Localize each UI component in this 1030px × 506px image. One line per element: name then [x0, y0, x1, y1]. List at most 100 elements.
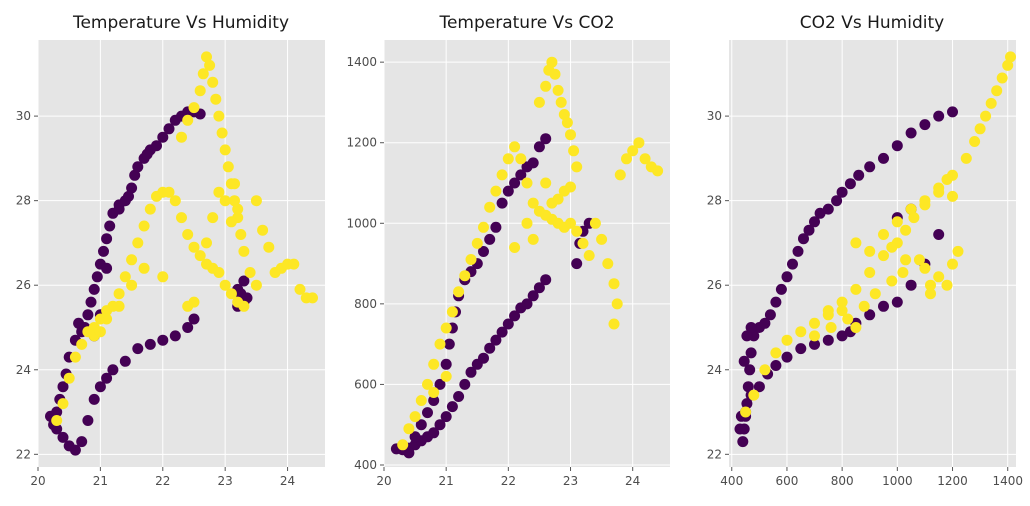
scatter-point — [639, 153, 651, 165]
y-tick-label: 24 — [16, 363, 31, 377]
scatter-point — [571, 161, 583, 173]
scatter-point — [169, 195, 181, 207]
scatter-point — [596, 233, 608, 245]
scatter-point — [257, 224, 269, 236]
x-tick-label: 23 — [563, 474, 578, 488]
scatter-point — [434, 338, 446, 350]
scatter-point — [869, 288, 881, 300]
scatter-point — [527, 233, 539, 245]
scatter-point — [204, 59, 216, 71]
scatter-point — [933, 182, 945, 194]
scatter-point — [176, 212, 187, 224]
scatter-point — [194, 250, 206, 262]
scatter-point — [113, 300, 125, 312]
scatter-point — [496, 197, 508, 209]
scatter-point — [555, 96, 567, 108]
scatter-point — [104, 220, 116, 232]
y-tick-label: 24 — [707, 363, 722, 377]
scatter-point — [126, 182, 138, 194]
scatter-point — [490, 221, 502, 233]
scatter-point — [182, 114, 194, 126]
scatter-point — [453, 286, 465, 298]
scatter-point — [250, 279, 262, 291]
y-tick-label: 1200 — [346, 136, 377, 150]
scatter-point — [57, 398, 69, 410]
x-tick-label: 800 — [831, 474, 854, 488]
scatter-point — [919, 262, 931, 274]
scatter-point — [197, 68, 209, 80]
scatter-point — [583, 250, 595, 261]
scatter-point — [741, 330, 753, 342]
scatter-point — [478, 352, 489, 364]
scatter-point — [969, 136, 981, 147]
scatter-point — [933, 229, 945, 240]
scatter-point — [101, 233, 113, 245]
scatter-point — [960, 152, 972, 164]
scatter-point — [577, 237, 589, 249]
scatter-point — [201, 237, 212, 249]
scatter-point — [602, 258, 614, 270]
scatter-point — [434, 378, 446, 390]
y-tick-label: 22 — [16, 447, 31, 461]
scatter-point — [440, 358, 452, 370]
scatter-point — [428, 387, 440, 398]
scatter-point — [244, 267, 256, 278]
y-tick-label: 30 — [16, 109, 31, 123]
scatter-point — [222, 161, 234, 173]
scatter-point — [614, 169, 626, 181]
scatter-point — [897, 267, 909, 278]
scatter-point — [484, 233, 496, 245]
scatter-point — [415, 395, 427, 406]
scatter-point — [770, 360, 782, 371]
scatter-point — [88, 283, 100, 295]
scatter-point — [403, 423, 415, 435]
x-tick-label: 600 — [775, 474, 798, 488]
scatter-point — [925, 279, 936, 291]
scatter-point — [552, 193, 564, 205]
scatter-point — [250, 195, 262, 207]
scatter-point — [759, 317, 771, 329]
scatter-point — [947, 258, 958, 270]
scatter-point — [213, 110, 225, 122]
scatter-point — [129, 169, 141, 181]
scatter-point — [589, 217, 601, 229]
y-tick-label: 30 — [707, 109, 722, 123]
scatter-point — [546, 56, 558, 68]
scatter-point — [132, 237, 144, 249]
y-tick-label: 22 — [707, 447, 722, 461]
scatter-point — [509, 177, 521, 189]
scatter-point — [745, 347, 757, 359]
scatter-point — [397, 439, 409, 451]
y-tick-label: 28 — [707, 194, 722, 208]
scatter-point — [952, 245, 964, 257]
scatter-point — [434, 419, 446, 431]
scatter-point — [478, 221, 489, 233]
scatter-point — [82, 415, 94, 426]
scatter-point — [484, 201, 496, 213]
scatter-point — [814, 207, 826, 219]
scatter-point — [144, 203, 156, 215]
scatter-point — [235, 229, 247, 240]
scatter-point — [509, 310, 521, 322]
scatter-point — [886, 275, 898, 287]
scatter-point — [471, 237, 483, 249]
scatter-point — [891, 216, 903, 228]
x-tick-label: 20 — [30, 474, 45, 488]
scatter-point — [809, 216, 820, 228]
scatter-point — [465, 366, 477, 378]
scatter-point — [443, 338, 455, 350]
scatter-point — [878, 152, 889, 164]
x-tick-label: 22 — [155, 474, 170, 488]
scatter-point — [241, 292, 253, 304]
scatter-point — [844, 178, 856, 190]
scatter-point — [809, 317, 820, 329]
scatter-point — [69, 351, 81, 363]
plot-area — [384, 40, 670, 467]
scatter-point — [947, 106, 958, 118]
scatter-point — [521, 177, 533, 189]
scatter-point — [571, 225, 583, 237]
scatter-point — [101, 313, 113, 325]
scatter-point — [119, 271, 131, 283]
scatter-point — [781, 271, 793, 283]
scatter-point — [864, 245, 876, 257]
